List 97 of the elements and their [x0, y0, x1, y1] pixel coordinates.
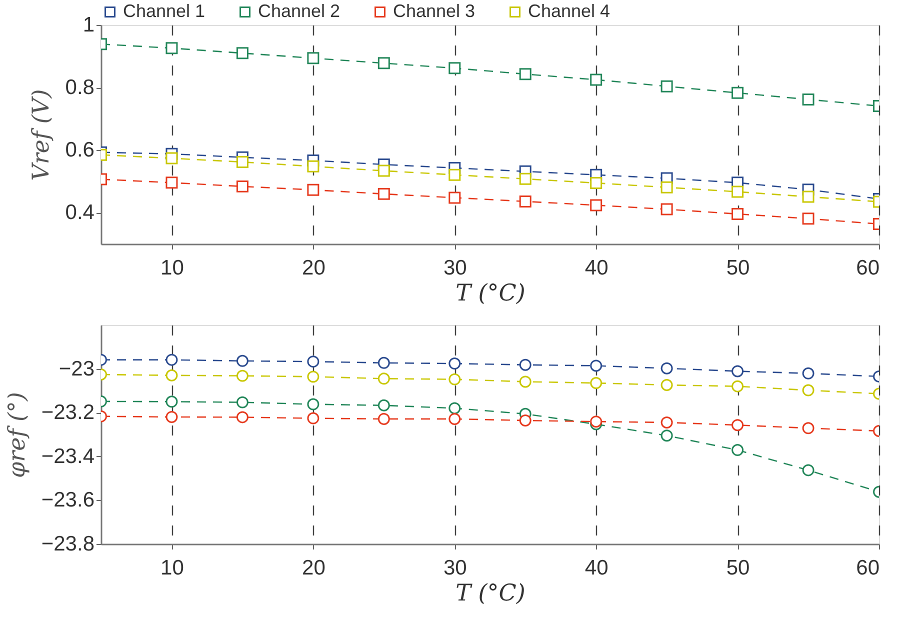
point — [732, 419, 744, 432]
legend-label: Channel 4 — [528, 1, 610, 21]
x-tick-label: 30 — [443, 556, 467, 580]
point — [236, 370, 248, 382]
point — [448, 402, 461, 414]
point — [590, 416, 602, 428]
x-tick-label: 50 — [726, 556, 750, 580]
y-tick-label: 0.8 — [65, 76, 94, 100]
point — [732, 186, 744, 198]
point — [590, 74, 602, 86]
legend-label: Channel 3 — [393, 1, 476, 21]
x-tick-label: 20 — [302, 256, 326, 280]
point — [590, 199, 602, 212]
point — [307, 356, 320, 368]
point — [378, 356, 390, 369]
y-tick-label: −23.6 — [41, 488, 94, 512]
x-axis-title: T (°C) — [456, 580, 526, 606]
point — [660, 416, 673, 428]
point — [378, 399, 390, 412]
x-tick-label: 20 — [302, 556, 326, 580]
x-tick-label: 30 — [443, 256, 467, 280]
point — [378, 164, 390, 177]
y-tick-label: −23.2 — [41, 401, 94, 424]
point — [519, 358, 532, 371]
point — [166, 369, 178, 382]
point — [236, 354, 248, 367]
x-tick-label: 60 — [856, 556, 880, 580]
point — [802, 190, 814, 203]
x-tick-label: 60 — [856, 256, 880, 280]
point — [307, 398, 320, 410]
y-tick-label: −23 — [58, 357, 94, 380]
y-tick-label: 0.4 — [65, 201, 95, 224]
point — [519, 414, 532, 426]
point — [732, 380, 744, 392]
point — [166, 176, 178, 189]
point — [519, 376, 532, 388]
point — [307, 52, 320, 64]
point — [802, 367, 814, 380]
point — [236, 396, 248, 408]
point — [802, 422, 814, 434]
point — [307, 412, 320, 424]
point — [732, 208, 744, 220]
point — [166, 152, 178, 164]
y-tick-label: 1 — [82, 14, 94, 36]
point — [236, 180, 248, 192]
y-axis-title: φref (°) — [4, 392, 30, 478]
point — [802, 212, 814, 225]
point — [519, 68, 532, 80]
legend-label: Channel 1 — [123, 1, 206, 21]
point — [802, 464, 814, 476]
point — [590, 377, 602, 390]
point — [448, 358, 461, 370]
point — [448, 373, 461, 386]
point — [307, 184, 320, 196]
y-axis-title: Vref (V) — [28, 89, 54, 181]
point — [307, 370, 320, 383]
point — [236, 411, 248, 424]
x-axis-title: T (°C) — [456, 280, 526, 306]
point — [448, 62, 461, 74]
point — [236, 47, 248, 60]
x-tick-label: 40 — [584, 256, 608, 280]
point — [166, 396, 178, 408]
point — [732, 365, 744, 378]
point — [802, 93, 814, 106]
point — [448, 412, 461, 425]
x-tick-label: 50 — [726, 256, 750, 280]
point — [166, 354, 178, 366]
point — [732, 444, 744, 456]
point — [448, 168, 461, 181]
point — [590, 360, 602, 372]
point — [590, 177, 602, 189]
point — [660, 362, 673, 374]
point — [166, 410, 178, 423]
point — [307, 160, 320, 172]
x-tick-label: 40 — [584, 556, 608, 580]
y-tick-label: −23.8 — [41, 532, 94, 556]
x-tick-label: 10 — [160, 556, 184, 580]
point — [660, 379, 673, 391]
point — [660, 80, 673, 92]
point — [448, 192, 461, 204]
point — [802, 384, 814, 396]
point — [660, 181, 673, 194]
y-tick-label: −23.4 — [41, 444, 95, 468]
point — [519, 195, 532, 208]
point — [378, 372, 390, 385]
point — [166, 42, 178, 54]
point — [378, 412, 390, 425]
point — [378, 188, 390, 200]
x-tick-label: 10 — [160, 256, 184, 280]
point — [519, 172, 532, 185]
point — [732, 86, 744, 99]
point — [236, 156, 248, 168]
point — [660, 430, 673, 442]
point — [378, 57, 390, 70]
point — [660, 203, 673, 216]
legend-label: Channel 2 — [258, 1, 340, 21]
y-tick-label: 0.6 — [65, 138, 94, 162]
